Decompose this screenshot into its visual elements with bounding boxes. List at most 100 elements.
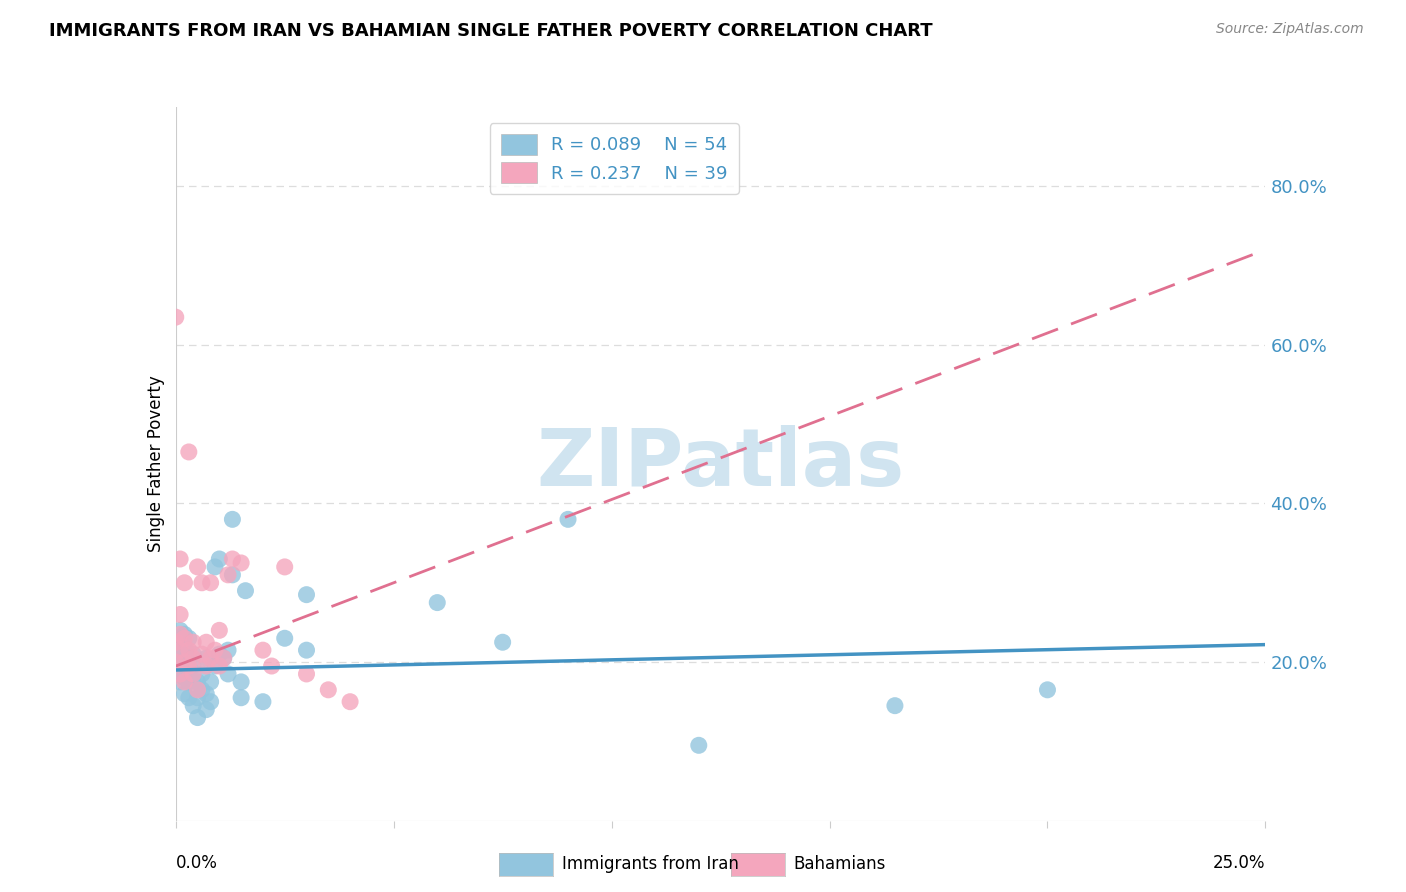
Point [186,710,209,724]
Text: Source: ZipAtlas.com: Source: ZipAtlas.com [1216,22,1364,37]
Text: Immigrants from Iran: Immigrants from Iran [562,855,740,873]
Point [177,632,200,646]
Point [274,632,297,646]
Point [165,667,187,681]
Point [173,575,195,590]
Point [204,643,226,657]
Point [212,651,235,665]
Point [177,643,200,657]
Point [173,655,195,669]
Point [169,607,191,622]
Point [195,687,218,701]
Point [173,659,195,673]
Point [688,739,710,753]
Point [221,512,243,526]
Point [169,635,191,649]
Point [181,651,204,665]
Point [235,583,257,598]
Text: 25.0%: 25.0% [1213,854,1265,872]
Point [221,567,243,582]
Point [186,682,209,697]
Point [200,651,222,665]
Point [177,647,200,661]
Point [217,567,239,582]
Point [181,674,204,689]
Point [204,659,226,673]
Y-axis label: Single Father Poverty: Single Father Poverty [146,376,165,552]
Point [181,635,204,649]
Point [169,659,191,673]
Point [173,632,195,646]
Point [231,674,253,689]
Point [195,703,218,717]
Point [177,674,200,689]
Point [169,667,191,681]
Point [177,445,200,459]
Text: ZIPatlas: ZIPatlas [537,425,904,503]
Point [169,627,191,641]
Point [169,643,191,657]
Point [191,682,214,697]
Point [208,624,231,638]
Text: IMMIGRANTS FROM IRAN VS BAHAMIAN SINGLE FATHER POVERTY CORRELATION CHART: IMMIGRANTS FROM IRAN VS BAHAMIAN SINGLE … [49,22,932,40]
Point [177,659,200,673]
Point [200,695,222,709]
Point [557,512,579,526]
Point [295,588,318,602]
Point [186,674,209,689]
Point [252,695,274,709]
Point [177,659,200,673]
Point [217,667,239,681]
Point [295,643,318,657]
Point [173,647,195,661]
Point [181,667,204,681]
Point [181,659,204,673]
Point [173,687,195,701]
Point [1036,682,1059,697]
Point [492,635,515,649]
Point [231,556,253,570]
Point [165,310,187,325]
Point [191,667,214,681]
Point [208,552,231,566]
Point [339,695,361,709]
Point [195,635,218,649]
Point [212,651,235,665]
Point [191,647,214,661]
Point [295,667,318,681]
Point [200,575,222,590]
Point [169,674,191,689]
Point [169,624,191,638]
Point [318,682,340,697]
Point [204,560,226,574]
Point [231,690,253,705]
Point [173,639,195,653]
Point [177,690,200,705]
Point [217,643,239,657]
Point [426,596,449,610]
Point [195,651,218,665]
Point [165,647,187,661]
Point [274,560,297,574]
Point [191,575,214,590]
Point [208,647,231,661]
Point [165,655,187,669]
Text: 0.0%: 0.0% [176,854,218,872]
Point [173,627,195,641]
Point [208,659,231,673]
Point [169,552,191,566]
Point [173,671,195,685]
Point [260,659,283,673]
Point [221,552,243,566]
Point [169,643,191,657]
Point [186,690,209,705]
Point [173,674,195,689]
Point [165,635,187,649]
Point [181,698,204,713]
Legend: R = 0.089    N = 54, R = 0.237    N = 39: R = 0.089 N = 54, R = 0.237 N = 39 [489,123,738,194]
Point [252,643,274,657]
Point [186,560,209,574]
Point [200,674,222,689]
Point [181,647,204,661]
Point [195,659,218,673]
